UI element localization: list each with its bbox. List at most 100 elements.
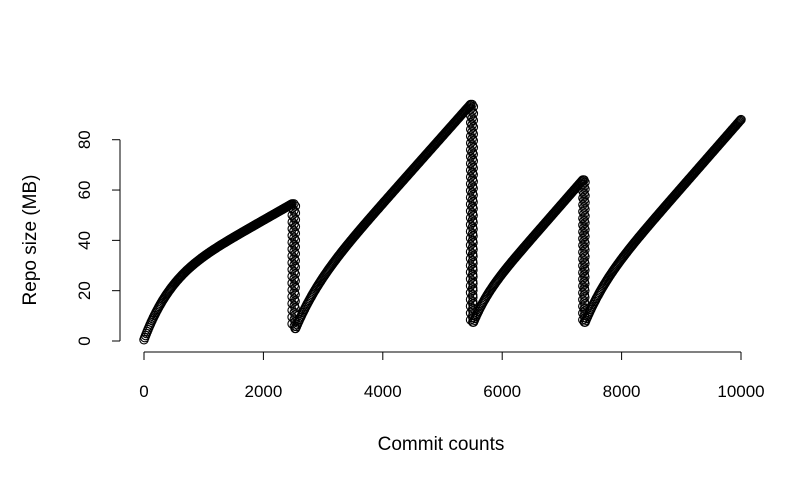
data-point [289,233,299,243]
data-point [468,251,478,262]
data-point [735,115,745,126]
data-point [468,204,478,214]
data-point [465,287,476,298]
data-point [289,199,299,209]
data-point [290,282,300,293]
data-point [580,191,590,201]
data-point [289,253,299,263]
data-point [467,106,477,117]
data-point [467,126,477,137]
data-point [580,258,590,269]
data-point [468,149,478,160]
data-point [468,272,478,282]
data-point [578,247,588,257]
data-point [289,246,299,257]
data-point [576,177,586,187]
y-tick-label: 20 [75,281,94,300]
data-point [468,265,478,275]
y-tick-label: 80 [75,130,94,149]
data-point [578,267,588,278]
data-point [468,115,479,126]
data-point [465,240,476,250]
data-point [289,260,299,270]
data-point [465,185,476,196]
data-point [468,176,478,187]
data-point [468,244,478,255]
data-point [468,197,478,207]
data-point [468,183,478,194]
data-point [578,240,588,251]
data-point [465,111,476,121]
data-point [468,224,478,234]
data-point [468,217,478,228]
data-point [289,212,299,223]
data-point [465,253,476,264]
data-point [465,213,476,223]
data-point [290,296,300,306]
data-point [578,288,588,298]
data-point [290,276,300,286]
data-point [289,239,299,250]
data-point [465,206,476,216]
data-point [465,165,476,175]
data-point [580,279,590,289]
data-point [290,235,301,245]
data-point [578,220,588,230]
data-point [465,294,476,305]
data-point [468,210,478,221]
data-point [468,102,479,112]
data-point [465,281,476,291]
data-point [290,201,301,211]
data-point [289,219,299,230]
data-point [465,226,476,237]
axes: 0 2000 4000 6000 8000 10000 0 20 40 60 80 [75,130,765,401]
data-point [465,179,476,189]
data-point [465,315,476,325]
data-point [578,206,588,217]
data-point [580,292,590,303]
data-point [467,113,477,123]
data-point [578,315,588,325]
data-point [578,260,588,271]
data-point [468,129,479,139]
data-point [578,233,588,244]
data-point [468,108,479,119]
data-point [467,99,477,110]
x-axis-title: Commit counts [378,434,505,455]
data-point [290,248,301,259]
data-point [580,238,590,248]
data-point [290,208,301,218]
data-point [580,211,590,221]
data-point [465,219,476,230]
data-point [580,197,590,208]
data-point [465,233,476,244]
data-point [465,192,476,203]
data-point [290,214,301,225]
data-point [468,163,478,173]
x-tick-label: 0 [139,382,148,401]
data-point [465,124,476,135]
data-point [580,245,590,255]
data-point [465,151,476,162]
y-tick-label: 40 [75,231,94,250]
data-points [139,99,746,345]
data-point [580,265,590,275]
data-point [578,301,588,312]
data-point [580,218,590,228]
data-point [290,221,301,232]
data-point [290,255,301,266]
data-point [578,186,588,197]
data-point [290,262,300,273]
data-point [465,138,476,148]
data-point [578,281,588,291]
data-point [290,303,300,313]
data-point [465,158,476,169]
y-tick-label: 0 [75,336,94,345]
data-point [289,205,299,216]
data-point [578,213,588,224]
data-point [578,227,588,237]
data-point [733,117,744,128]
data-point [578,274,588,285]
data-point [465,145,476,155]
